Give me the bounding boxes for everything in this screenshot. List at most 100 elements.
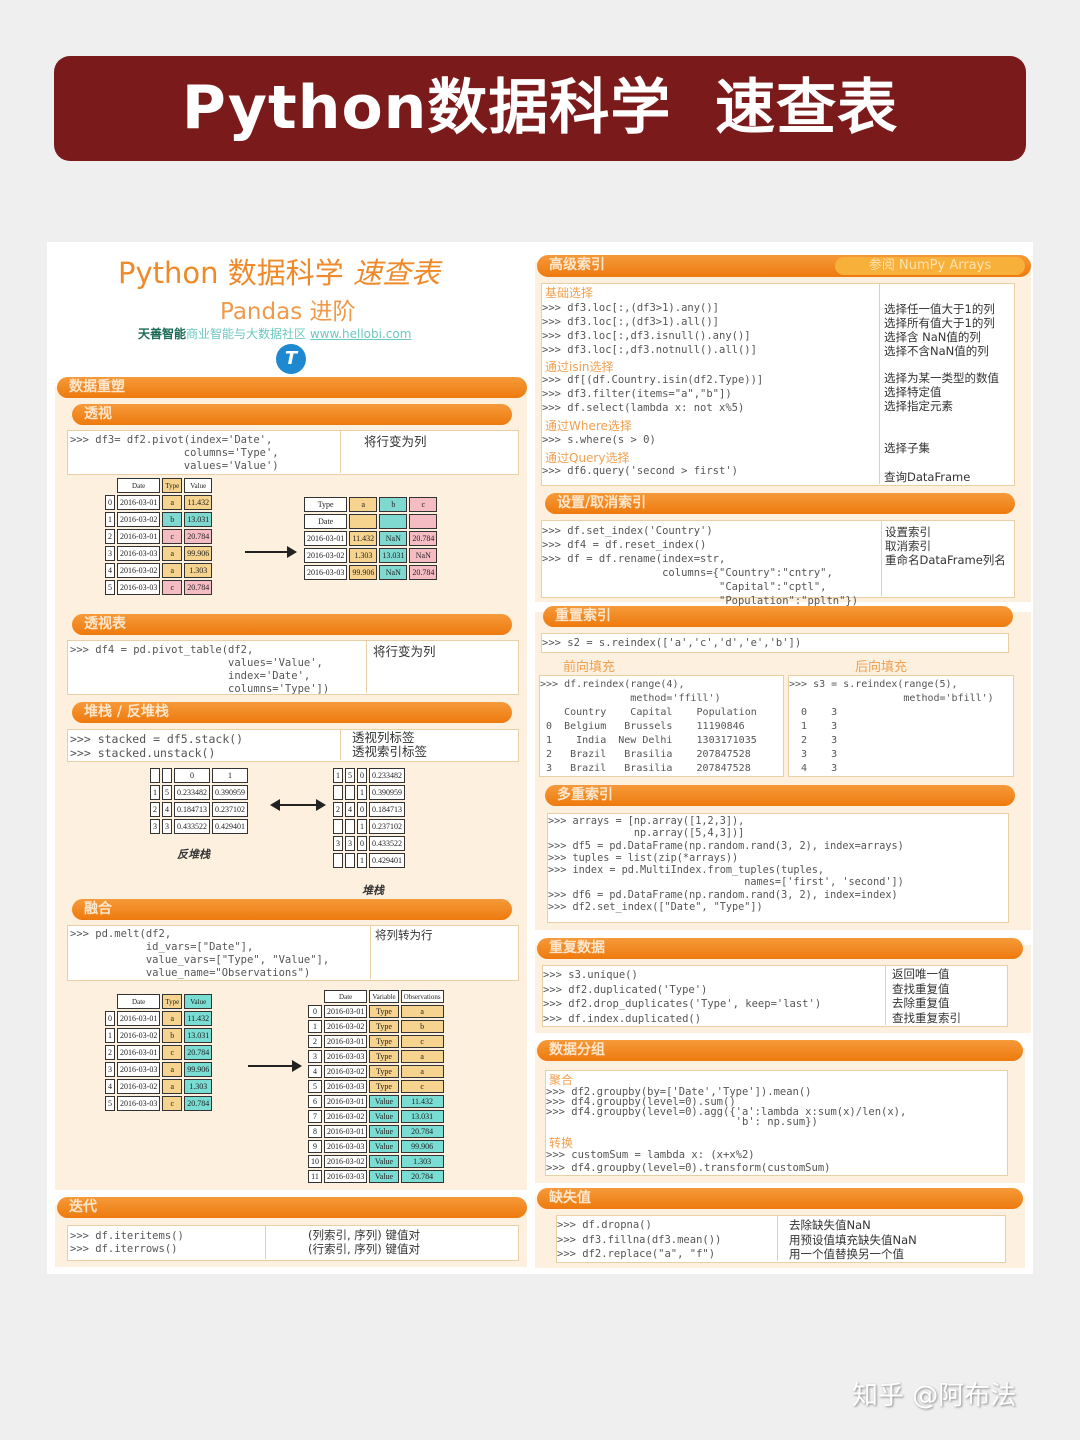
table-cell: 4 [308,1065,322,1078]
brand-url[interactable]: www.hellobi.com [309,327,412,341]
table-cell: 0.429401 [369,853,405,868]
table-cell: 13.031 [400,1110,444,1123]
set-index-box: >>> df.set_index('Country') >>> df4 = df… [541,520,1015,607]
table-cell: c [400,1080,444,1093]
table-cell: 2016-03-01 [117,1011,161,1026]
table-cell: Value [369,1170,399,1183]
table-cell: 2 [308,1035,322,1048]
table-row: 2 4 0.184713 0.237102 [150,802,248,817]
table-row: 2016-03-01 11.432 NaN 20.784 [304,531,438,546]
table-header-row: Type a b c [304,497,438,512]
numpy-arrays-link[interactable]: 参阅 NumPy Arrays [835,257,1025,275]
table-cell: Type [369,1050,399,1063]
duplicates-code: >>> s3.unique() >>> df2.duplicated('Type… [543,969,822,1025]
table-cell: Type [162,994,183,1009]
table-cell: 11.432 [184,495,213,510]
table-cell: a [400,1065,444,1078]
table-cell: 0.233482 [369,768,405,783]
table-cell: Type [304,497,348,512]
table-cell: 20.784 [400,1170,444,1183]
bfill-label: 后向填充 [855,660,908,675]
table-cell: 3 [162,819,172,834]
table-row: 2 4 0 0.184713 [333,802,405,817]
table-cell: 2016-03-02 [304,548,348,563]
table-cell: 4 [105,1079,115,1094]
section-header-iteration: 迭代 [57,1197,527,1218]
missing-box: >>> df.dropna() >>> df3.fillna(df3.mean(… [556,1215,1006,1263]
table-cell: Type [369,1020,399,1033]
missing-desc: 去除缺失值NaN 用预设值填充缺失值NaN 用一个值替换另一个值 [789,1218,917,1261]
sheet-title-text: Python 数据科学 [118,256,344,290]
table-cell: 3 [150,819,160,834]
table-cell: Type [369,1005,399,1018]
table-cell: 1.303 [349,548,378,563]
double-arrow-icon [270,799,326,811]
subsection-header-stack: 堆栈 / 反堆栈 [72,702,512,723]
sheet-subtitle: Pandas 进阶 [220,299,356,325]
multiindex-code: >>> arrays = [np.array([1,2,3]), np.arra… [548,816,904,914]
table-row: 1 2016-03-02 b 13.031 [105,1028,213,1043]
table-cell: 2016-03-02 [324,1155,368,1168]
pivot-input-table: Date Type Value 0 2016-03-01 a 11.432 1 2016-03-… [103,476,214,597]
table-cell: 2016-03-01 [304,531,348,546]
table-cell [349,514,378,529]
table-cell: 2016-03-01 [117,529,161,544]
table-cell: b [379,497,408,512]
table-cell: 3 [105,546,115,561]
melt-output-table: Date Variable Observations 0 2016-03-01 Type a… [306,988,446,1185]
table-cell: b [400,1020,444,1033]
pivot-code: >>> df3= df2.pivot(index='Date', columns… [70,434,279,472]
iteration-code-box: >>> df.iteritems() >>> df.iterrows() (列索… [67,1225,519,1261]
table-header-row: Date Type Value [105,478,213,493]
table-cell [333,785,343,800]
table-cell: Date [117,478,161,493]
table-cell: 2016-03-01 [324,1035,368,1048]
table-row: 2 2016-03-01 c 20.784 [105,529,213,544]
subsection-header-pivot-table: 透视表 [72,614,512,635]
table-row: 0 2016-03-01 a 11.432 [105,495,213,510]
table-cell [345,819,355,834]
transform-code: >>> customSum = lambda x: (x+x%2) >>> df… [546,1149,831,1174]
table-cell: 0.433522 [174,819,210,834]
arrow-right-icon [245,546,297,558]
table-row: 11 2016-03-03 Value 20.784 [308,1170,444,1183]
table-row: 3 2016-03-03 a 99.906 [105,546,213,561]
table-cell: 0.433522 [369,836,405,851]
table-cell: 2016-03-01 [324,1125,368,1138]
table-cell: 0 [357,768,367,783]
set-index-desc: 设置索引 取消索引 重命名DataFrame列名 [885,525,1006,567]
table-cell: 2016-03-03 [304,565,348,580]
table-row: 1 0.429401 [333,853,405,868]
table-cell: 2 [333,802,343,817]
data-table: Date Variable Observations 0 2016-03-01 Type a… [306,988,446,1185]
transform-label: 转换 [549,1136,574,1150]
table-cell: 1 [150,785,160,800]
table-cell: 1 [308,1020,322,1033]
table-cell: 1 [212,768,248,783]
table-cell [345,785,355,800]
table-cell: 1 [357,785,367,800]
page-banner-title: Python数据科学 速查表 [54,56,1026,161]
table-cell: c [162,1045,183,1060]
where-label: 通过Where选择 [545,419,632,433]
set-index-code: >>> df.set_index('Country') >>> df4 = df… [542,525,859,607]
melt-code: >>> pd.melt(df2, id_vars=["Date"], value… [70,928,330,979]
table-row: 6 2016-03-01 Value 11.432 [308,1095,444,1108]
table-cell: Variable [369,990,399,1003]
table-cell: c [162,1096,183,1111]
table-cell: 6 [308,1095,322,1108]
data-table: 1 5 0 0.233482 1 0.390959 2 4 0 0.184713 1 0.237102… [331,766,407,870]
table-cell: 3 [333,836,343,851]
table-cell: a [400,1050,444,1063]
stack-code: >>> stacked = df5.stack() >>> stacked.un… [70,732,244,760]
missing-code: >>> df.dropna() >>> df3.fillna(df3.mean(… [557,1219,722,1260]
table-cell: NaN [379,531,408,546]
brand-logo-icon: T [276,344,306,374]
table-row: 8 2016-03-01 Value 20.784 [308,1125,444,1138]
table-cell: 20.784 [409,531,438,546]
table-cell: 1 [333,768,343,783]
data-table: Type a b c Date 2016-03-01 11.432 NaN 20.784 2016… [302,495,439,582]
table-cell [345,853,355,868]
table-row: 0 2016-03-01 Type a [308,1005,444,1018]
